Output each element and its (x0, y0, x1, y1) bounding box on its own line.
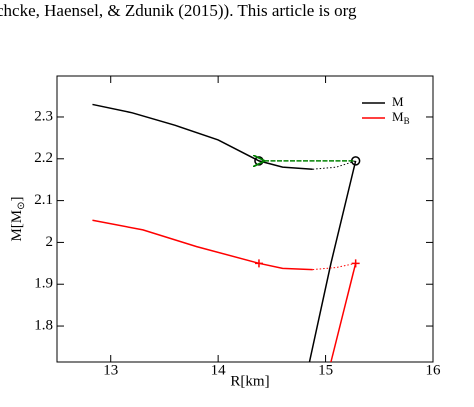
y-label-main: M[M (9, 210, 25, 242)
y-label-end: ] (9, 196, 25, 201)
y-tick-label: 1.9 (34, 276, 53, 292)
y-tick-label: 2.2 (34, 150, 53, 166)
marker (254, 259, 263, 268)
x-tick-label: 14 (211, 362, 227, 378)
y-label-sub: ⊙ (16, 201, 27, 209)
x-tick-label: 16 (426, 362, 442, 378)
series-line (330, 263, 357, 363)
marker (351, 259, 360, 268)
y-tick-label: 2.3 (34, 108, 53, 124)
series-line (312, 160, 356, 170)
x-tick-label: 13 (103, 362, 118, 378)
legend-label: M (392, 94, 404, 109)
series-line (92, 219, 313, 271)
y-tick-label: 2.1 (34, 192, 53, 208)
legend-sub: B (404, 116, 410, 126)
y-axis-label: M[M⊙] (9, 196, 27, 241)
legend-name: M (392, 109, 404, 124)
x-axis-label: R[km] (230, 373, 269, 389)
y-tick-label: 1.8 (34, 317, 53, 333)
page-text: chcke, Haensel, & Zdunik (2015)). This a… (0, 1, 357, 20)
legend-label: MB (392, 109, 410, 126)
series-line (308, 160, 357, 363)
y-tick-label: 2 (46, 234, 54, 250)
x-tick-label: 15 (318, 362, 333, 378)
legend-name: M (392, 94, 404, 109)
series-line (92, 103, 313, 170)
series-line (312, 262, 356, 271)
plot-frame (56, 75, 434, 363)
